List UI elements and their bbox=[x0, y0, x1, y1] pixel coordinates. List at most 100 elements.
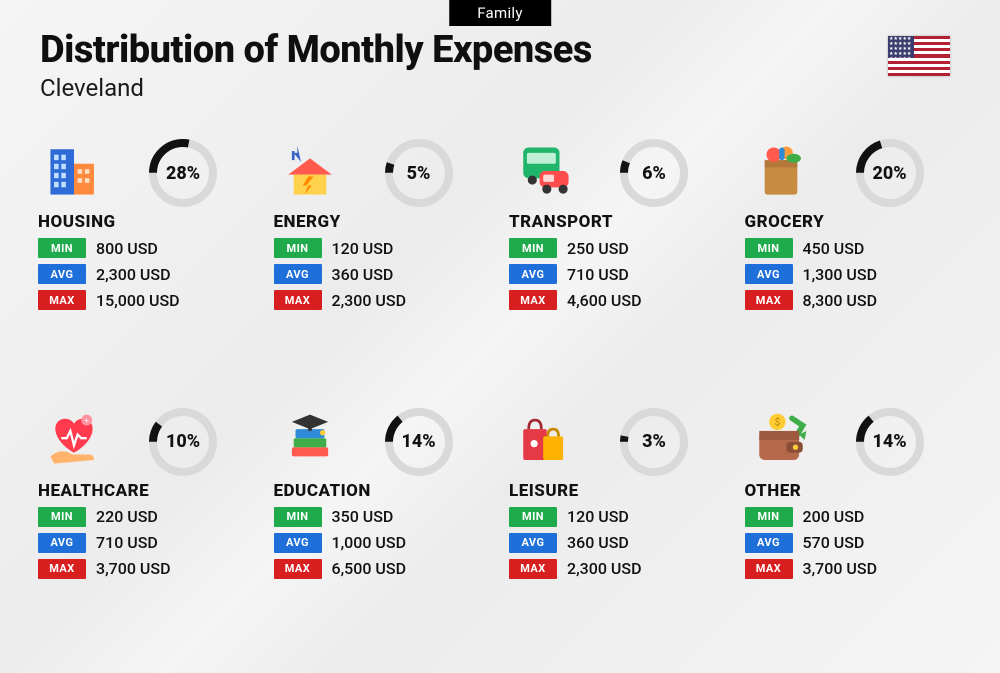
min-value: 800 USD bbox=[96, 239, 158, 258]
max-value: 3,700 USD bbox=[803, 559, 878, 578]
bus-car-icon bbox=[509, 140, 581, 202]
category-name: HEALTHCARE bbox=[38, 481, 149, 501]
stat-row-max: MAX 2,300 USD bbox=[274, 290, 407, 310]
category-card-education: 14% EDUCATION MIN 350 USD AVG 1,000 USD … bbox=[274, 409, 492, 654]
header: Distribution of Monthly Expenses Clevela… bbox=[40, 28, 960, 102]
grad-books-icon bbox=[274, 409, 346, 471]
avg-value: 360 USD bbox=[332, 265, 394, 284]
stat-row-min: MIN 450 USD bbox=[745, 238, 878, 258]
category-card-healthcare: + 10% HEALTHCARE MIN 220 USD AVG 710 USD… bbox=[38, 409, 256, 654]
percent-label: 28% bbox=[148, 138, 218, 208]
stat-row-avg: AVG 360 USD bbox=[274, 264, 407, 284]
shopping-bags-icon bbox=[509, 409, 581, 471]
min-value: 220 USD bbox=[96, 507, 158, 526]
stat-row-min: MIN 120 USD bbox=[274, 238, 407, 258]
min-value: 450 USD bbox=[803, 239, 865, 258]
percent-label: 3% bbox=[619, 407, 689, 477]
percent-label: 5% bbox=[384, 138, 454, 208]
us-flag-icon: ★★★★★ ★★★★★ ★★★★★ ★★★★★ ★★★★★ bbox=[888, 36, 950, 76]
min-value: 350 USD bbox=[332, 507, 394, 526]
page-subtitle: Cleveland bbox=[40, 74, 960, 102]
percent-label: 20% bbox=[855, 138, 925, 208]
category-name: LEISURE bbox=[509, 481, 579, 501]
tab-family: Family bbox=[449, 0, 551, 26]
percent-donut: 14% bbox=[855, 407, 925, 477]
avg-badge: AVG bbox=[274, 264, 322, 284]
avg-badge: AVG bbox=[745, 264, 793, 284]
stat-row-avg: AVG 1,000 USD bbox=[274, 533, 407, 553]
percent-label: 14% bbox=[855, 407, 925, 477]
percent-donut: 6% bbox=[619, 138, 689, 208]
percent-donut: 20% bbox=[855, 138, 925, 208]
stat-row-avg: AVG 710 USD bbox=[509, 264, 642, 284]
max-badge: MAX bbox=[274, 290, 322, 310]
category-name: HOUSING bbox=[38, 212, 116, 232]
min-badge: MIN bbox=[509, 507, 557, 527]
max-badge: MAX bbox=[38, 559, 86, 579]
max-value: 3,700 USD bbox=[96, 559, 171, 578]
stat-row-min: MIN 800 USD bbox=[38, 238, 180, 258]
category-name: TRANSPORT bbox=[509, 212, 613, 232]
page-title: Distribution of Monthly Expenses bbox=[40, 28, 960, 72]
min-badge: MIN bbox=[274, 507, 322, 527]
avg-badge: AVG bbox=[509, 533, 557, 553]
avg-value: 2,300 USD bbox=[96, 265, 171, 284]
avg-value: 360 USD bbox=[567, 533, 629, 552]
max-badge: MAX bbox=[745, 559, 793, 579]
svg-text:+: + bbox=[85, 415, 89, 424]
min-badge: MIN bbox=[745, 238, 793, 258]
stat-row-min: MIN 250 USD bbox=[509, 238, 642, 258]
category-card-housing: 28% HOUSING MIN 800 USD AVG 2,300 USD MA… bbox=[38, 140, 256, 385]
max-value: 15,000 USD bbox=[96, 291, 180, 310]
percent-donut: 3% bbox=[619, 407, 689, 477]
stat-row-avg: AVG 2,300 USD bbox=[38, 264, 180, 284]
percent-donut: 28% bbox=[148, 138, 218, 208]
stat-row-max: MAX 2,300 USD bbox=[509, 559, 642, 579]
percent-label: 10% bbox=[148, 407, 218, 477]
max-value: 4,600 USD bbox=[567, 291, 642, 310]
max-badge: MAX bbox=[38, 290, 86, 310]
stat-row-avg: AVG 1,300 USD bbox=[745, 264, 878, 284]
stat-row-max: MAX 3,700 USD bbox=[38, 559, 171, 579]
avg-badge: AVG bbox=[745, 533, 793, 553]
percent-donut: 14% bbox=[384, 407, 454, 477]
min-badge: MIN bbox=[38, 507, 86, 527]
min-badge: MIN bbox=[274, 238, 322, 258]
svg-text:$: $ bbox=[774, 417, 780, 428]
percent-label: 14% bbox=[384, 407, 454, 477]
max-badge: MAX bbox=[745, 290, 793, 310]
stat-row-max: MAX 4,600 USD bbox=[509, 290, 642, 310]
grocery-bag-icon bbox=[745, 140, 817, 202]
stat-row-min: MIN 120 USD bbox=[509, 507, 642, 527]
buildings-icon bbox=[38, 140, 110, 202]
min-badge: MIN bbox=[745, 507, 793, 527]
min-value: 120 USD bbox=[332, 239, 394, 258]
max-badge: MAX bbox=[509, 290, 557, 310]
category-name: EDUCATION bbox=[274, 481, 371, 501]
category-grid: 28% HOUSING MIN 800 USD AVG 2,300 USD MA… bbox=[38, 140, 962, 653]
min-value: 200 USD bbox=[803, 507, 865, 526]
max-badge: MAX bbox=[274, 559, 322, 579]
stat-row-max: MAX 3,700 USD bbox=[745, 559, 878, 579]
stat-row-avg: AVG 360 USD bbox=[509, 533, 642, 553]
avg-value: 710 USD bbox=[96, 533, 158, 552]
max-value: 2,300 USD bbox=[332, 291, 407, 310]
stat-row-avg: AVG 570 USD bbox=[745, 533, 878, 553]
percent-donut: 5% bbox=[384, 138, 454, 208]
avg-badge: AVG bbox=[274, 533, 322, 553]
max-badge: MAX bbox=[509, 559, 557, 579]
energy-house-icon bbox=[274, 140, 346, 202]
max-value: 6,500 USD bbox=[332, 559, 407, 578]
avg-badge: AVG bbox=[38, 533, 86, 553]
category-card-leisure: 3% LEISURE MIN 120 USD AVG 360 USD MAX 2… bbox=[509, 409, 727, 654]
category-name: GROCERY bbox=[745, 212, 825, 232]
min-badge: MIN bbox=[509, 238, 557, 258]
category-name: ENERGY bbox=[274, 212, 341, 232]
min-badge: MIN bbox=[38, 238, 86, 258]
avg-value: 570 USD bbox=[803, 533, 865, 552]
percent-donut: 10% bbox=[148, 407, 218, 477]
avg-value: 710 USD bbox=[567, 265, 629, 284]
min-value: 120 USD bbox=[567, 507, 629, 526]
category-card-grocery: 20% GROCERY MIN 450 USD AVG 1,300 USD MA… bbox=[745, 140, 963, 385]
heart-hand-icon: + bbox=[38, 409, 110, 471]
